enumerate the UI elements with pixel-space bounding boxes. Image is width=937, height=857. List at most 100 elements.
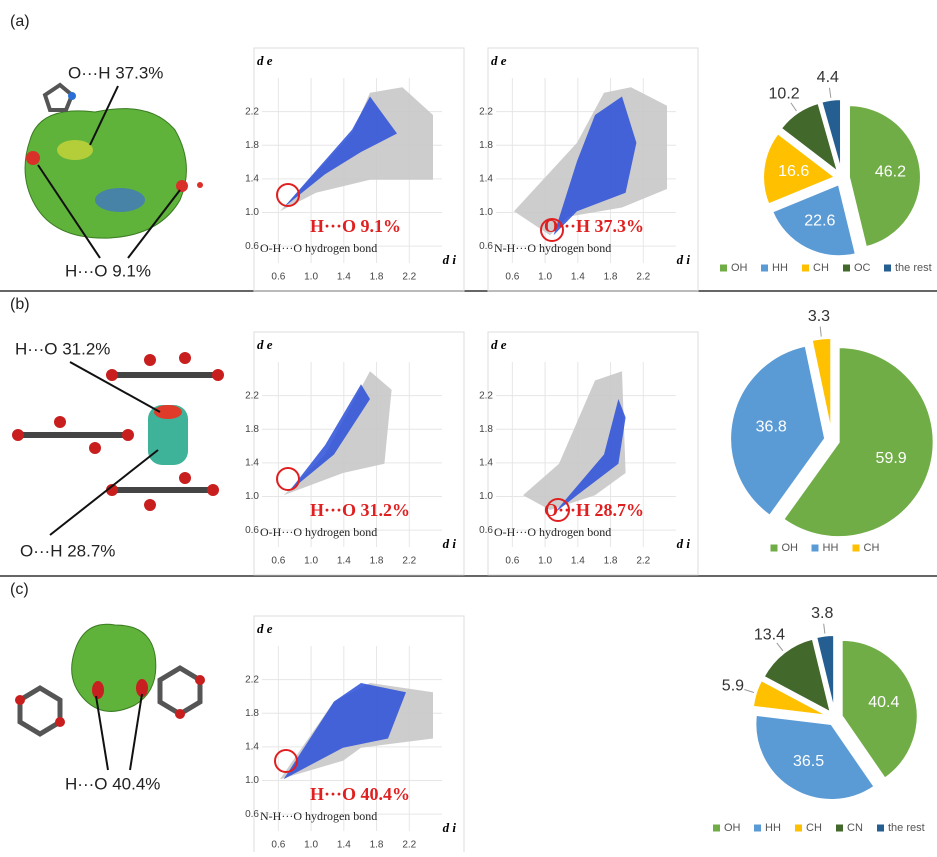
y-tick-label: 1.0	[245, 491, 259, 502]
y-tick-label: 1.0	[245, 207, 259, 218]
legend-swatch	[713, 825, 720, 832]
x-tick-label: 1.4	[337, 272, 351, 283]
panel-label: (a)	[10, 13, 30, 30]
legend-swatch	[812, 545, 819, 552]
y-tick-label: 1.8	[245, 424, 259, 435]
y-axis-label: d e	[257, 53, 273, 68]
panel-label: (b)	[10, 296, 30, 313]
annotation: H···O 40.4%	[65, 774, 160, 793]
y-tick-label: 1.8	[479, 424, 493, 435]
legend-label: CH	[813, 262, 829, 274]
x-tick-label: 1.0	[538, 556, 552, 567]
caption: N-H···O hydrogen bond	[494, 241, 611, 255]
legend-swatch	[836, 825, 843, 832]
value-label: 40.4	[868, 694, 899, 711]
point-cloud-highlight	[284, 683, 406, 779]
panel-label: (c)	[10, 581, 29, 598]
annotation: H···O 31.2%	[15, 339, 110, 358]
annotation: O···H 37.3%	[544, 216, 644, 236]
caption: O-H···O hydrogen bond	[260, 525, 377, 539]
x-tick-label: 2.2	[402, 272, 416, 283]
legend-label: HH	[823, 542, 839, 554]
x-tick-label: 0.6	[505, 272, 519, 283]
y-tick-label: 1.4	[245, 458, 259, 469]
annotation: O···H 28.7%	[544, 500, 644, 520]
x-tick-label: 1.4	[337, 556, 351, 567]
legend-swatch	[884, 265, 891, 272]
legend-swatch	[877, 825, 884, 832]
x-tick-label: 1.4	[571, 272, 585, 283]
value-label: 4.4	[817, 69, 839, 86]
value-label: 36.5	[793, 753, 824, 770]
leader-line	[829, 88, 830, 98]
legend-label: the rest	[895, 262, 932, 274]
legend-label: HH	[765, 822, 781, 834]
x-tick-label: 2.2	[636, 556, 650, 567]
y-tick-label: 1.0	[479, 207, 493, 218]
legend-swatch	[754, 825, 761, 832]
legend-label: OH	[782, 542, 799, 554]
figure: (a) O···H 37.3% H···O 9.1% (b) H···O 31.…	[0, 0, 937, 852]
value-label: 59.9	[876, 450, 907, 467]
annotation: O···H 37.3%	[68, 63, 163, 82]
legend-label: the rest	[888, 822, 925, 834]
x-axis-label: d i	[443, 536, 457, 551]
x-tick-label: 1.8	[370, 840, 384, 851]
x-tick-label: 1.0	[304, 556, 318, 567]
value-label: 13.4	[754, 626, 785, 643]
value-label: 3.8	[811, 605, 833, 622]
legend-label: OC	[854, 262, 871, 274]
highlight-circle	[277, 468, 299, 490]
y-tick-label: 2.2	[479, 390, 493, 401]
y-axis-label: d e	[491, 53, 507, 68]
value-label: 36.8	[756, 418, 787, 435]
x-tick-label: 1.0	[538, 272, 552, 283]
x-tick-label: 0.6	[505, 556, 519, 567]
arrows	[50, 362, 160, 535]
legend-label: CH	[806, 822, 822, 834]
x-axis-label: d i	[677, 536, 691, 551]
annotation: H···O 9.1%	[65, 261, 151, 280]
y-axis-label: d e	[257, 621, 273, 636]
y-axis-label: d e	[491, 337, 507, 352]
x-tick-label: 0.6	[271, 840, 285, 851]
x-tick-label: 1.4	[571, 556, 585, 567]
leader-line	[824, 624, 825, 634]
molecule-crystal	[12, 352, 224, 511]
x-tick-label: 2.2	[402, 840, 416, 851]
annotation: H···O 40.4%	[310, 784, 410, 804]
y-tick-label: 1.4	[479, 458, 493, 469]
caption: N-H···O hydrogen bond	[260, 809, 377, 823]
value-label: 46.2	[875, 163, 906, 180]
leader-line	[820, 327, 821, 337]
legend-swatch	[795, 825, 802, 832]
caption: O-H···O hydrogen bond	[260, 241, 377, 255]
y-tick-label: 1.0	[479, 491, 493, 502]
y-tick-label: 1.0	[245, 775, 259, 786]
x-tick-label: 2.2	[636, 272, 650, 283]
y-tick-label: 0.6	[479, 241, 493, 252]
legend-swatch	[853, 545, 860, 552]
x-tick-label: 1.8	[604, 272, 618, 283]
y-tick-label: 1.4	[245, 742, 259, 753]
legend-label: CH	[864, 542, 880, 554]
y-tick-label: 1.8	[479, 140, 493, 151]
y-tick-label: 0.6	[245, 241, 259, 252]
legend-swatch	[761, 265, 768, 272]
x-axis-label: d i	[443, 820, 457, 835]
y-tick-label: 0.6	[245, 809, 259, 820]
x-tick-label: 2.2	[402, 556, 416, 567]
legend-label: CN	[847, 822, 863, 834]
legend-swatch	[720, 265, 727, 272]
value-label: 3.3	[808, 308, 830, 325]
legend-label: HH	[772, 262, 788, 274]
legend-label: OH	[724, 822, 741, 834]
y-tick-label: 2.2	[245, 390, 259, 401]
x-tick-label: 1.8	[370, 556, 384, 567]
x-tick-label: 1.0	[304, 840, 318, 851]
x-tick-label: 1.8	[370, 272, 384, 283]
value-label: 22.6	[804, 213, 835, 230]
x-tick-label: 0.6	[271, 272, 285, 283]
y-tick-label: 0.6	[479, 525, 493, 536]
molecule-surface	[25, 85, 203, 238]
